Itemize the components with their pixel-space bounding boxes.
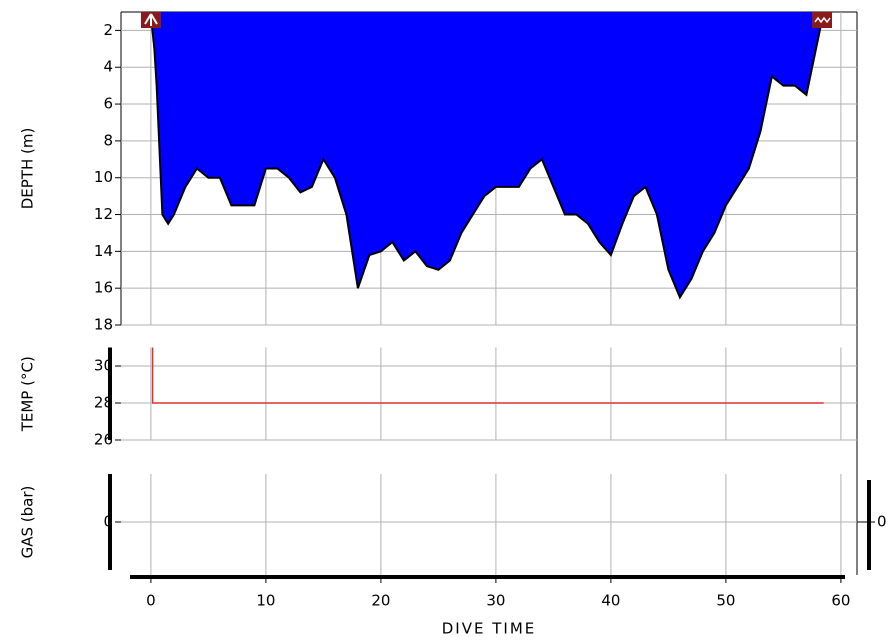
y-tick-label: 30 [94,357,113,375]
y-tick-label: 8 [103,131,113,149]
x-tick-label: 50 [716,592,735,610]
depth-line [149,11,825,300]
y-axis-label: TEMP (°C) [19,356,37,432]
y-tick-label: 10 [94,168,113,186]
y-tick-label: 14 [94,242,113,260]
y-tick-label: 2 [103,21,113,39]
y2-tick-label: 0 [877,513,887,531]
y-tick-label: 18 [94,316,113,334]
y-tick-label: 4 [103,58,113,76]
y-tick-label: 12 [94,205,113,223]
x-tick-label: 0 [146,592,156,610]
x-tick-label: 60 [831,592,850,610]
depth-area [150,12,824,298]
x-tick-label: 40 [601,592,620,610]
y-axis-label: DEPTH (m) [19,128,37,210]
x-axis-label: DIVE TIME [442,620,537,638]
y-tick-label: 26 [94,431,113,449]
y-tick-label: 6 [103,95,113,113]
x-tick-label: 10 [256,592,275,610]
y-tick-label: 28 [94,394,113,412]
y-axis-label: GAS (bar) [19,486,37,559]
x-tick-label: 30 [486,592,505,610]
temp-line [151,347,824,404]
x-tick-label: 20 [371,592,390,610]
y-tick-label: 0 [103,513,113,531]
y-tick-label: 16 [94,279,113,297]
start-marker [141,12,161,28]
end-marker [812,12,832,28]
